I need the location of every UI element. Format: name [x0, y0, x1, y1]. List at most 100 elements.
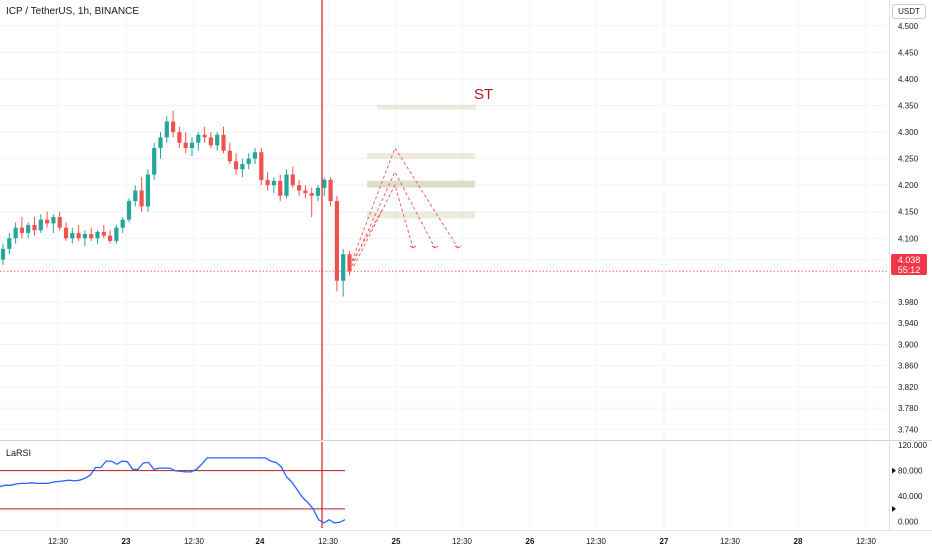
rsi-level-marker: [892, 467, 896, 474]
candle-body: [189, 142, 195, 149]
candle-body: [259, 152, 264, 180]
grid-lines: [0, 0, 889, 528]
candle-body: [108, 235, 113, 241]
projection-arrowhead: [431, 245, 439, 249]
candle-body: [334, 201, 339, 281]
rsi-tick-label: 80.000: [898, 467, 923, 476]
time-tick-label: 12:30: [586, 537, 607, 546]
rsi-tick-label: 120.000: [898, 441, 927, 450]
candle-body: [341, 254, 346, 281]
time-tick-label: 12:30: [452, 537, 473, 546]
candle-body: [227, 150, 232, 162]
candle-body: [315, 187, 321, 196]
time-tick-label: 12:30: [856, 537, 877, 546]
candle-body: [252, 152, 258, 159]
candle-body: [328, 179, 333, 202]
candle-body: [297, 185, 302, 191]
candle-body: [0, 248, 6, 260]
candle-body: [171, 121, 176, 133]
candle-body: [246, 158, 251, 164]
time-tick-label: 27: [660, 537, 669, 546]
candle-body: [19, 227, 24, 233]
candle-body: [265, 179, 270, 186]
price-tick-label: 4.500: [898, 22, 919, 31]
price-zones: [367, 104, 476, 219]
time-tick-label: 12:30: [318, 537, 339, 546]
rsi-indicator-title[interactable]: LaRSI: [6, 448, 32, 458]
rsi-series: [0, 442, 346, 528]
candle-body: [152, 148, 157, 175]
projection-drawing: [349, 146, 462, 267]
candle-body: [208, 137, 213, 146]
candle-body: [145, 174, 150, 207]
price-tick-label: 4.200: [898, 181, 919, 190]
supply-zone: [367, 180, 475, 188]
symbol-title[interactable]: ICP / TetherUS, 1h, BINANCE: [6, 6, 140, 17]
candle-body: [164, 121, 169, 138]
candle-body: [7, 238, 12, 249]
st-annotation-label: ST: [474, 86, 494, 103]
price-tick-label: 4.350: [898, 102, 919, 111]
price-tick-label: 3.900: [898, 340, 919, 349]
price-tick-label: 3.940: [898, 319, 919, 328]
price-tick-label: 3.740: [898, 425, 919, 434]
candle-body: [202, 134, 207, 138]
candle-body: [322, 179, 327, 188]
candle-body: [38, 219, 43, 231]
candle-body: [271, 180, 276, 186]
price-tick-label: 4.100: [898, 234, 919, 243]
last-price-tag: 4.038 55:12: [891, 254, 927, 275]
candle-body: [63, 227, 69, 239]
time-tick-label: 12:30: [48, 537, 69, 546]
candle-body: [114, 227, 119, 241]
projection-arrowhead: [409, 245, 417, 249]
rsi-level-marker: [892, 505, 896, 512]
time-tick-label: 26: [526, 537, 535, 546]
candle-body: [82, 234, 87, 239]
time-tick-label: 25: [392, 537, 401, 546]
supply-zone: [367, 211, 475, 219]
candle-body: [347, 254, 352, 272]
price-tick-label: 4.450: [898, 48, 919, 57]
candle-body: [76, 232, 81, 239]
price-tick-label: 4.400: [898, 75, 919, 84]
last-price-value: 4.038: [897, 255, 921, 265]
projection-arrowhead: [454, 245, 462, 249]
candle-body: [284, 174, 289, 196]
time-tick-label: 12:30: [184, 537, 205, 546]
candle-body: [240, 163, 245, 170]
candle-body: [32, 225, 37, 231]
candle-body: [303, 190, 308, 194]
candle-body: [221, 134, 226, 151]
candle-body: [70, 232, 75, 239]
projection-path: [353, 183, 414, 267]
rsi-line: [0, 457, 346, 524]
candle-body: [89, 234, 94, 239]
candle-body: [278, 180, 283, 196]
price-tick-label: 3.860: [898, 362, 919, 371]
candle-body: [139, 190, 144, 207]
time-tick-label: 23: [122, 537, 131, 546]
candle-body: [126, 201, 132, 220]
candle-body: [177, 132, 182, 143]
projection-path: [349, 146, 459, 267]
price-tick-label: 3.820: [898, 383, 919, 392]
candle-body: [95, 231, 100, 239]
price-tick-label: 4.300: [898, 128, 919, 137]
price-tick-label: 4.150: [898, 208, 919, 217]
rsi-tick-label: 40.000: [898, 492, 923, 501]
supply-zone: [367, 152, 475, 159]
price-tick-label: 3.980: [898, 298, 919, 307]
supply-zone: [377, 104, 476, 110]
projection-path: [351, 170, 436, 267]
candle-body: [120, 219, 125, 228]
candle-body: [51, 217, 56, 224]
candle-body: [309, 193, 314, 196]
time-tick-label: 24: [256, 537, 265, 546]
candle-body: [234, 161, 239, 170]
candlestick-series: [0, 0, 352, 440]
currency-button[interactable]: USDT: [892, 4, 926, 19]
candle-body: [290, 174, 295, 186]
